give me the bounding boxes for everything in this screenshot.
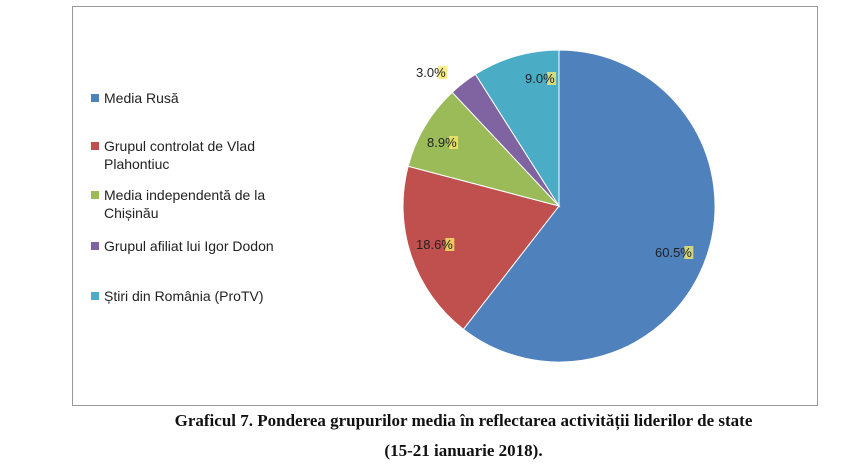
- legend-swatch: [91, 94, 99, 102]
- pie-chart: 60.5% 18.6% 8.9% 3.0% 9.0%: [402, 49, 716, 363]
- legend-swatch: [91, 292, 99, 300]
- legend-swatch: [91, 242, 99, 250]
- pie-slice-vlad-plahotniuc: [402, 165, 560, 330]
- percent-highlight: [684, 246, 694, 259]
- pie-slice-stiri-romania: [474, 49, 560, 208]
- legend-label-cont: Plahontiuc: [104, 156, 170, 172]
- percent-highlight: [449, 136, 459, 149]
- pie-slice-media-rusa: [462, 49, 716, 363]
- legend-label: Grupul controlat de Vlad: [104, 138, 255, 154]
- pie-slice-media-independenta: [407, 91, 561, 207]
- legend-item-media-independenta: Media independentă de la Chișinău: [91, 186, 265, 222]
- figure-caption: Graficul 7. Ponderea grupurilor media în…: [174, 411, 753, 430]
- legend-label-cont: Chișinău: [104, 205, 159, 221]
- data-label: 8.9%: [427, 135, 457, 150]
- legend-label: Media independentă de la: [104, 187, 266, 203]
- data-label: 9.0%: [525, 71, 555, 86]
- percent-highlight: [445, 238, 455, 251]
- data-label: 60.5%: [655, 245, 692, 260]
- percent-highlight: [547, 72, 557, 85]
- data-label: 3.0%: [416, 65, 446, 80]
- legend-swatch: [91, 191, 99, 199]
- legend-swatch: [91, 142, 99, 150]
- legend-label: Media Rusă: [104, 90, 179, 106]
- legend-item-vlad-plahotniuc: Grupul controlat de Vlad Plahontiuc: [91, 137, 255, 173]
- legend-item-igor-dodon: Grupul afiliat lui Igor Dodon: [91, 237, 274, 255]
- chart-frame: 60.5% 18.6% 8.9% 3.0% 9.0% Media Rusă Grupul…: [72, 6, 818, 406]
- legend-label: Știri din România (ProTV): [104, 288, 264, 304]
- data-label: 18.6%: [416, 237, 453, 252]
- legend-item-stiri-romania: Știri din România (ProTV): [91, 287, 264, 305]
- figure-caption-date: (15-21 ianuarie 2018).: [384, 441, 543, 460]
- legend-label: Grupul afiliat lui Igor Dodon: [104, 238, 274, 254]
- legend-item-media-rusa: Media Rusă: [91, 89, 179, 107]
- percent-highlight: [438, 66, 448, 79]
